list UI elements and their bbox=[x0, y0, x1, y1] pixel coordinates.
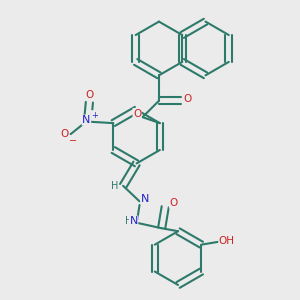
Text: +: + bbox=[91, 111, 98, 120]
Text: O: O bbox=[133, 109, 141, 118]
Text: O: O bbox=[85, 90, 94, 100]
Text: −: − bbox=[69, 136, 77, 146]
Text: O: O bbox=[169, 198, 178, 208]
Text: N: N bbox=[129, 216, 138, 226]
Text: O: O bbox=[60, 129, 68, 139]
Text: O: O bbox=[184, 94, 192, 104]
Text: N: N bbox=[82, 115, 91, 125]
Text: H: H bbox=[124, 216, 132, 226]
Text: H: H bbox=[111, 182, 118, 191]
Text: OH: OH bbox=[219, 236, 235, 246]
Text: N: N bbox=[141, 194, 149, 204]
